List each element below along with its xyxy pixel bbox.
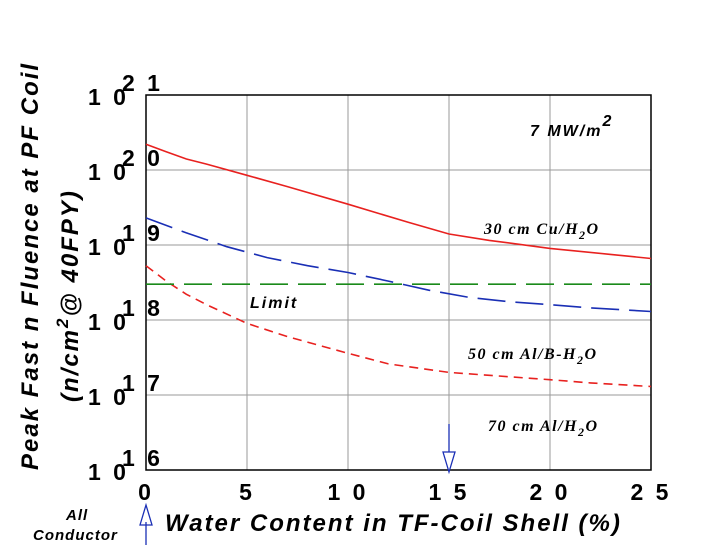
y-axis-subtitle: (n/cm2@ 40FPY)	[53, 189, 84, 402]
y-tick-exponent: 2 0	[122, 145, 163, 171]
wall-load-label: 7 MW/m2	[530, 113, 613, 140]
y-tick-exponent: 1 9	[122, 220, 163, 246]
series-label-alb: 50 cm Al/B-H2O	[468, 346, 598, 367]
y-tick-exponent: 1 6	[122, 445, 163, 471]
y-axis-title: Peak Fast n Fluence at PF Coil	[17, 62, 44, 470]
x-tick-label: 2 5	[631, 479, 672, 505]
x-tick-label: 1 5	[429, 479, 470, 505]
y-tick-exponent: 1 8	[122, 295, 163, 321]
y-tick-label: 1 0	[88, 84, 129, 110]
grid-lines	[145, 94, 652, 471]
x-tick-label: 5	[239, 479, 255, 505]
x-tick-label: 2 0	[530, 479, 571, 505]
y-tick-labels: 1 01 61 01 71 01 81 01 91 02 01 02 1	[88, 70, 163, 485]
plot-border	[145, 94, 652, 471]
plot-frame	[145, 94, 652, 471]
all-conductor-label: All	[65, 507, 88, 524]
series-label-al: 70 cm Al/H2O	[488, 418, 599, 439]
x-tick-labels: 0 5 1 0 1 5 2 0 2 5	[138, 479, 672, 505]
series-line-1	[145, 217, 652, 313]
x-tick-label: 1 0	[328, 479, 369, 505]
x-axis-title: Water Content in TF-Coil Shell (%)	[165, 510, 622, 537]
limit-label: Limit	[250, 295, 298, 312]
y-tick-label: 1 0	[88, 384, 129, 410]
series-label-cu: 30 cm Cu/H2O	[483, 221, 600, 242]
y-tick-label: 1 0	[88, 309, 129, 335]
y-tick-exponent: 2 1	[122, 70, 163, 96]
arrow-head-down	[442, 451, 456, 475]
y-tick-exponent: 1 7	[122, 370, 163, 396]
y-tick-label: 1 0	[88, 234, 129, 260]
all-conductor-label-2: Conductor	[33, 527, 118, 544]
series-line-0	[145, 143, 652, 260]
series-line-2	[145, 265, 652, 388]
y-tick-label: 1 0	[88, 459, 129, 485]
markers-layer	[139, 424, 456, 545]
series-layer	[145, 143, 652, 388]
x-tick-label: 0	[138, 479, 154, 505]
y-tick-label: 1 0	[88, 159, 129, 185]
